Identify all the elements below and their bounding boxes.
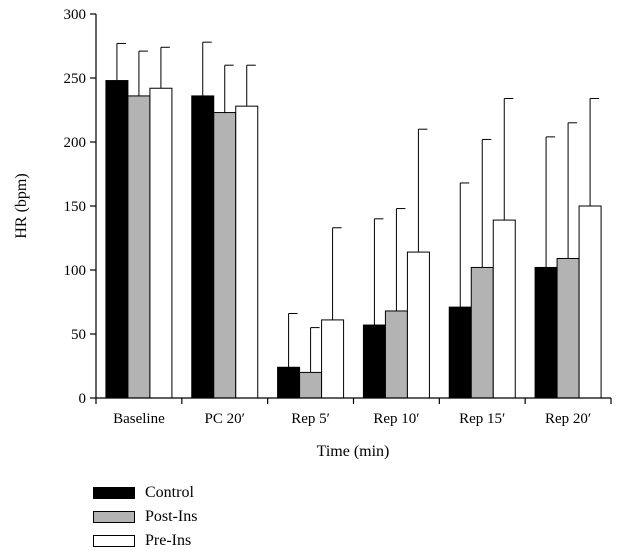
- bar-pre-ins: [578, 205, 602, 399]
- y-tick-label: 50: [71, 327, 86, 343]
- y-tick-label: 250: [64, 71, 87, 87]
- y-ticks: 0 50 100 150 200 250 300: [64, 7, 96, 407]
- bar-control: [362, 324, 386, 399]
- bar-control: [105, 80, 129, 399]
- bar-pre-ins: [406, 251, 430, 399]
- y-tick-label: 100: [64, 263, 87, 279]
- y-tick-label: 200: [64, 135, 87, 151]
- y-tick-label: 300: [64, 7, 87, 23]
- y-axis-label: HR (bpm): [13, 173, 30, 238]
- legend-label-pre-ins: Pre-Ins: [145, 532, 192, 549]
- legend-swatch-post-ins: [93, 511, 135, 523]
- bar-pre-ins: [235, 105, 259, 399]
- x-tick-label: Rep 15′: [459, 411, 505, 427]
- bar-post-ins: [384, 310, 408, 399]
- legend-item-pre-ins: Pre-Ins: [93, 529, 197, 553]
- bar-pre-ins: [492, 219, 516, 399]
- x-tick-label: Rep 5′: [291, 411, 330, 427]
- legend-item-control: Control: [93, 481, 197, 505]
- x-tick-label: Rep 10′: [373, 411, 419, 427]
- legend-swatch-pre-ins: [93, 535, 135, 547]
- bar-control: [534, 266, 558, 399]
- x-ticks: Baseline PC 20′ Rep 5′ Rep 10′ Rep 15′ Rep 20…: [95, 398, 612, 427]
- bar-pre-ins: [321, 319, 345, 399]
- bar-pre-ins: [149, 87, 173, 399]
- legend-label-post-ins: Post-Ins: [145, 508, 198, 525]
- axes-layer: [95, 14, 611, 399]
- bar-post-ins: [127, 95, 151, 399]
- y-tick-label: 150: [64, 199, 87, 215]
- bar-control: [448, 306, 472, 399]
- x-axis-label: Time (min): [317, 443, 390, 460]
- x-tick-label: PC 20′: [205, 411, 245, 427]
- bar-post-ins: [470, 266, 494, 399]
- bar-post-ins: [556, 257, 580, 399]
- legend-item-post-ins: Post-Ins: [93, 505, 197, 529]
- bars-layer: [105, 41, 602, 399]
- bar-control: [277, 366, 301, 399]
- x-tick-label: Baseline: [113, 411, 165, 427]
- bar-post-ins: [213, 112, 237, 399]
- y-tick-label: 0: [79, 391, 87, 407]
- x-tick-label: Rep 20′: [545, 411, 591, 427]
- legend: Control Post-Ins Pre-Ins: [93, 481, 197, 553]
- legend-label-control: Control: [145, 484, 194, 501]
- bar-post-ins: [299, 371, 323, 399]
- legend-swatch-control: [93, 487, 135, 499]
- bar-control: [191, 95, 215, 399]
